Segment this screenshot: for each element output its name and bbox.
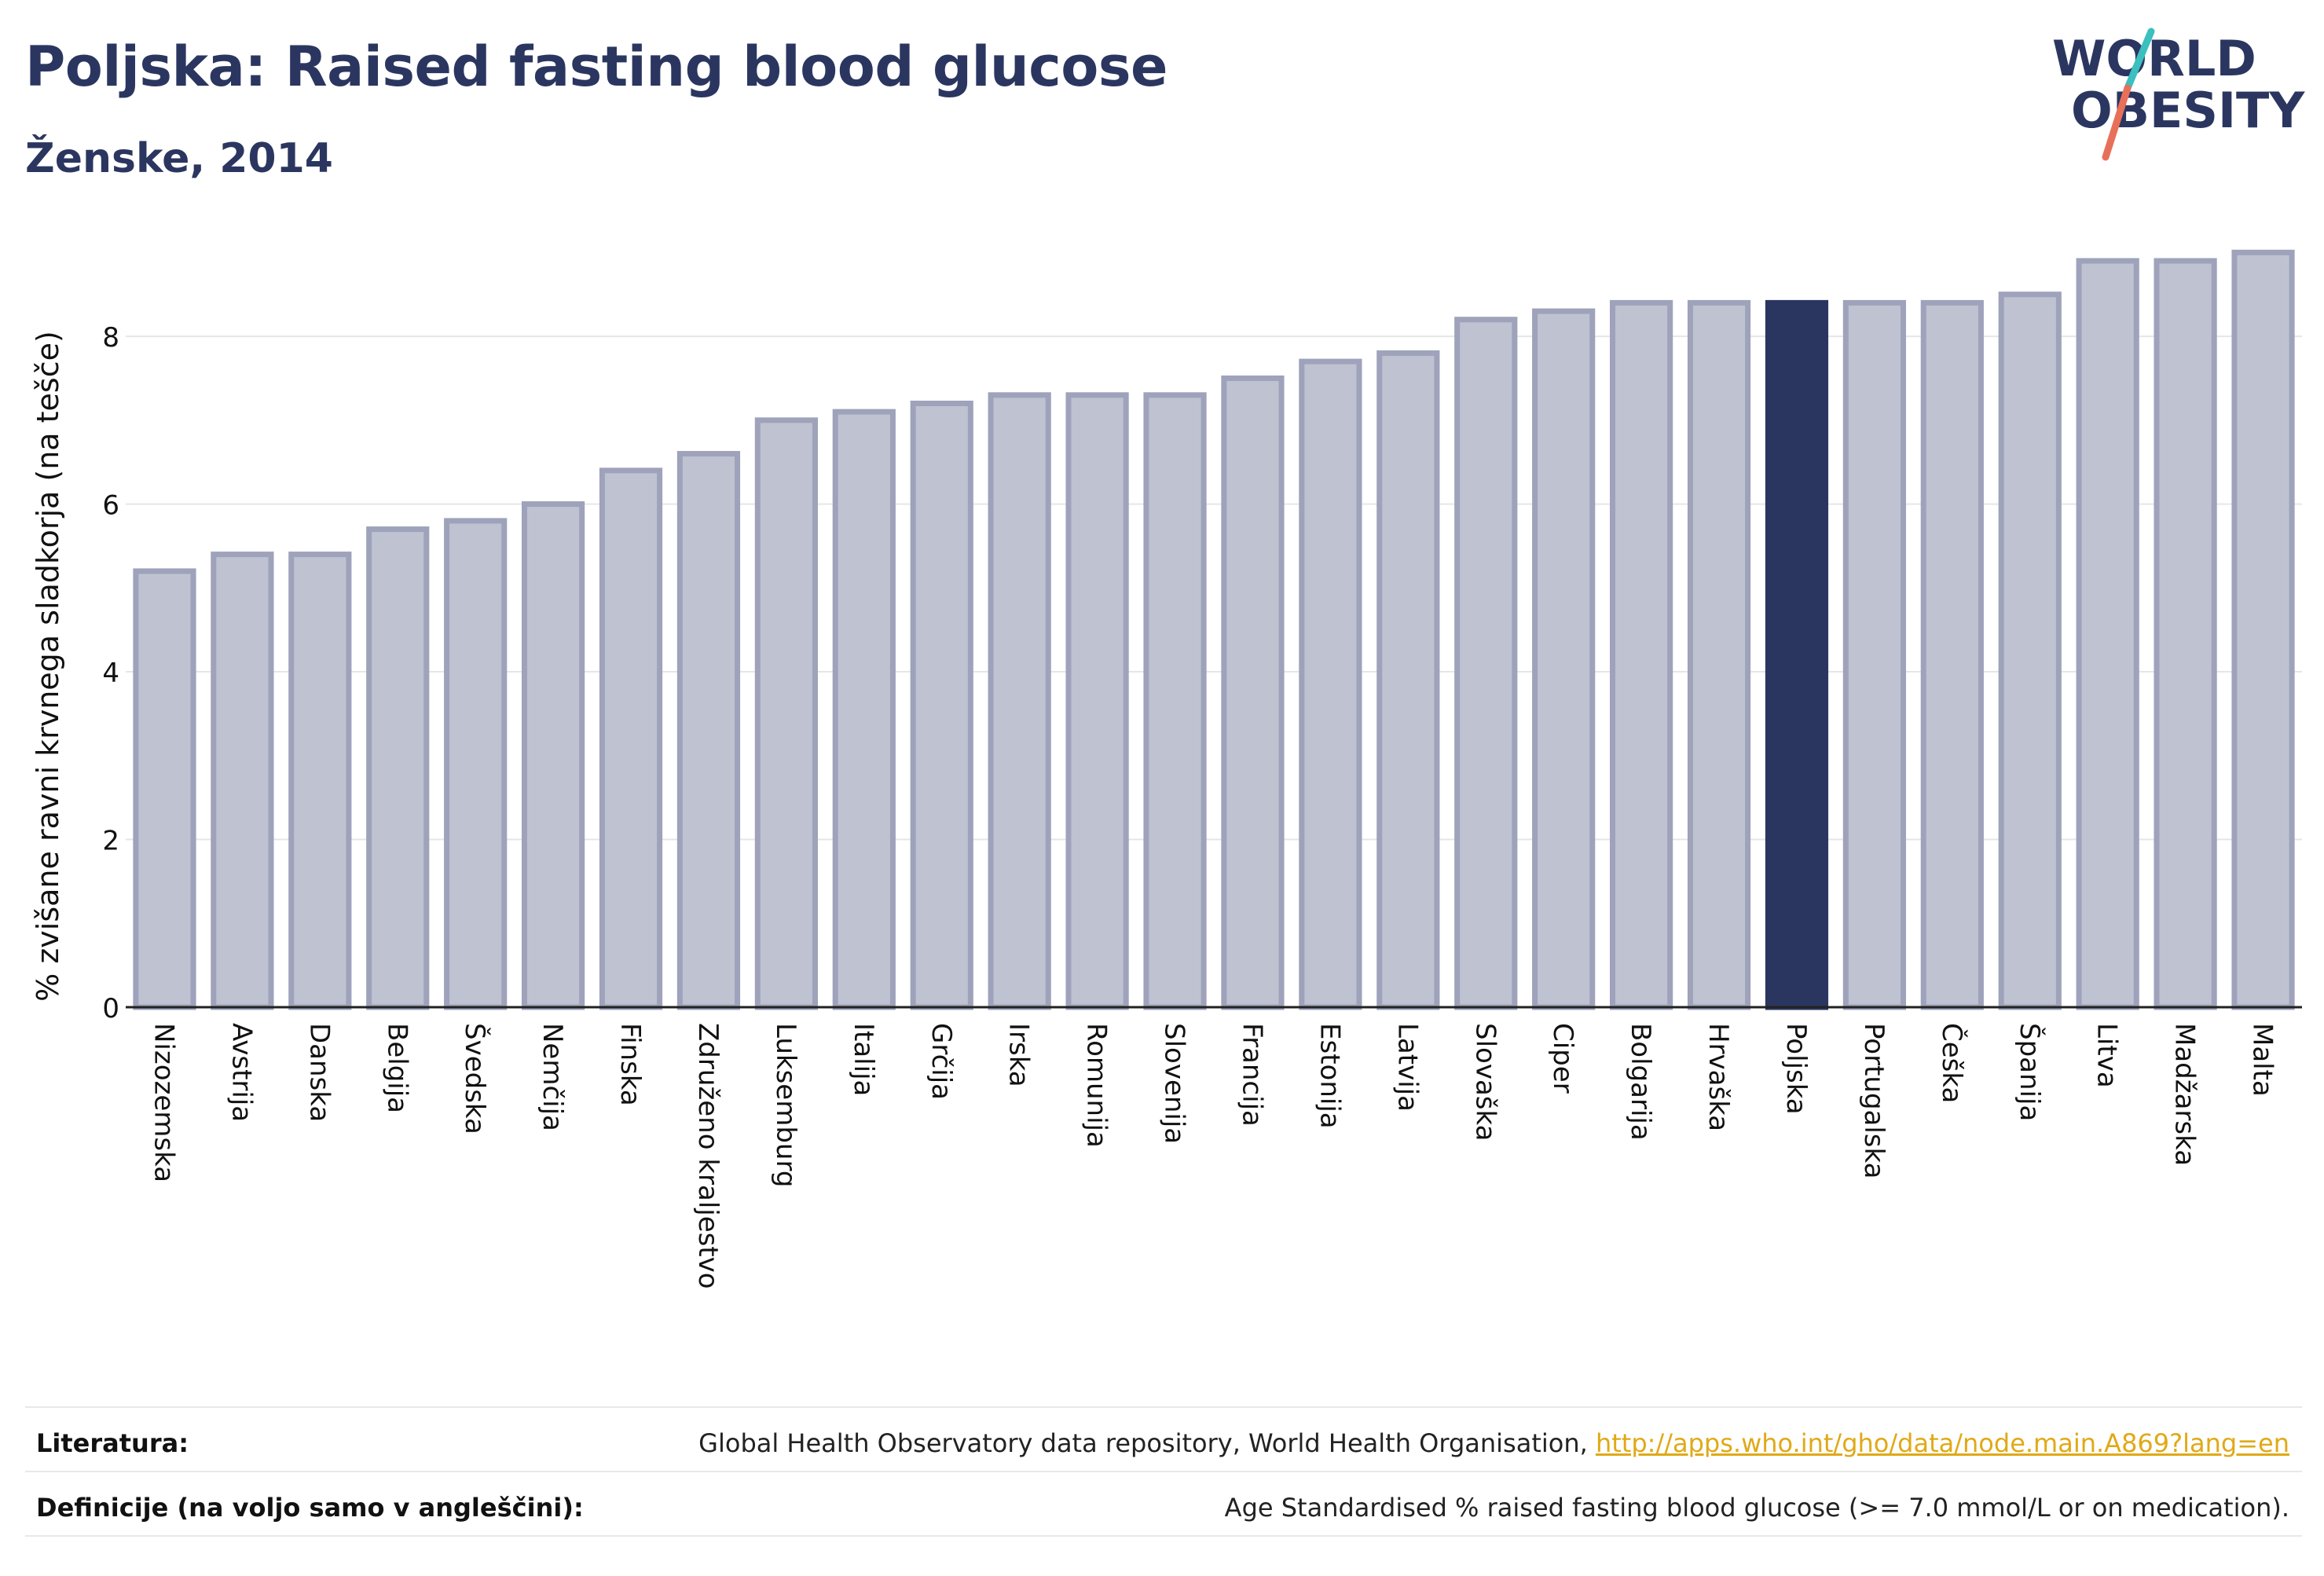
x-tick-label: Nemčija: [537, 1023, 568, 1131]
bar: [1143, 392, 1207, 1010]
y-tick-label: 6: [102, 490, 119, 522]
bar: [1454, 317, 1518, 1010]
bar: [133, 568, 196, 1010]
x-axis-labels: Nizozemska Avstrija Danska Belgija Švedska Ne…: [148, 1023, 2278, 1289]
x-tick-label: Madžarska: [2169, 1023, 2201, 1166]
x-tick-label: Avstrija: [225, 1023, 257, 1122]
bar: [1998, 291, 2062, 1010]
y-axis-ticks: 0 2 4 6 8: [102, 322, 119, 1024]
bar: [1687, 299, 1751, 1010]
x-tick-label: Finska: [614, 1023, 646, 1106]
footer-divider-middle: [25, 1471, 2302, 1472]
x-tick-label: Portugalska: [1858, 1023, 1890, 1178]
bar: [1765, 299, 1829, 1010]
bar: [754, 417, 818, 1010]
world-obesity-logo: WORLD OBESITY: [2052, 27, 2305, 161]
bar: [910, 400, 973, 1010]
x-tick-label: Slovenija: [1159, 1023, 1190, 1144]
x-tick-label: Belgija: [381, 1023, 412, 1113]
x-tick-label: Luksemburg: [770, 1023, 801, 1187]
x-tick-label: Estonija: [1314, 1023, 1345, 1129]
x-tick-label: Danska: [303, 1023, 335, 1122]
bar: [599, 467, 663, 1010]
x-tick-label: Italija: [848, 1023, 879, 1096]
x-tick-label: Ciper: [1547, 1023, 1578, 1094]
bar: [1065, 392, 1129, 1010]
bar: [366, 526, 430, 1010]
bar: [1376, 350, 1440, 1010]
footer-divider-bottom: [25, 1535, 2302, 1537]
bar: [2231, 249, 2295, 1010]
x-tick-label: Združeno kraljestvo: [692, 1023, 724, 1289]
x-tick-label: Nizozemska: [148, 1023, 179, 1182]
x-tick-label: Francija: [1236, 1023, 1267, 1127]
footer-divider-top: [25, 1406, 2302, 1408]
references-value: Global Health Observatory data repositor…: [698, 1428, 2289, 1458]
bar-chart: 0 2 4 6 8 Nizozemska Avstrija Danska Belgija Šve…: [31, 249, 2302, 1289]
bar: [522, 501, 585, 1010]
x-tick-label: Češka: [1936, 1023, 1968, 1103]
logo-slash-coral: [2102, 84, 2132, 161]
logo-line2: OBESITY: [2071, 82, 2305, 139]
y-tick-label: 0: [102, 993, 119, 1024]
x-tick-label: Hrvaška: [1703, 1023, 1734, 1131]
y-tick-label: 4: [102, 658, 119, 689]
x-tick-label: Švedska: [459, 1023, 491, 1134]
x-tick-label: Španija: [2014, 1023, 2046, 1121]
x-tick-label: Litva: [2091, 1023, 2123, 1088]
definitions-text: Age Standardised % raised fasting blood …: [1224, 1493, 2289, 1523]
logo-line1: WORLD: [2052, 30, 2256, 87]
x-tick-label: Poljska: [1780, 1023, 1812, 1115]
bar: [444, 518, 508, 1010]
x-tick-label: Malta: [2247, 1023, 2278, 1097]
bar: [676, 451, 741, 1010]
bar: [1221, 375, 1285, 1010]
x-tick-label: Romunija: [1081, 1023, 1113, 1148]
bar: [832, 409, 896, 1010]
references-text: Global Health Observatory data repositor…: [698, 1428, 1596, 1458]
bars: [133, 249, 2295, 1010]
page-subtitle: Ženske, 2014: [25, 135, 333, 182]
y-tick-label: 2: [102, 826, 119, 857]
y-tick-label: 8: [102, 322, 119, 354]
page-title: Poljska: Raised fasting blood glucose: [25, 35, 1168, 99]
bar: [2154, 258, 2217, 1010]
x-tick-label: Latvija: [1391, 1023, 1423, 1112]
bar: [1920, 299, 1984, 1010]
y-axis-label: % zvišane ravni krvnega sladkorja (na te…: [31, 331, 65, 1002]
x-tick-label: Slovaška: [1469, 1023, 1501, 1141]
bar: [2076, 258, 2139, 1010]
bar: [1299, 358, 1362, 1010]
bar: [988, 392, 1051, 1010]
x-tick-label: Grčija: [926, 1023, 957, 1100]
bar: [1610, 299, 1673, 1010]
x-tick-label: Bolgarija: [1625, 1023, 1656, 1141]
bar: [211, 552, 274, 1010]
definitions-label: Definicije (na voljo samo v angleščini):: [36, 1493, 584, 1523]
x-tick-label: Irska: [1003, 1023, 1035, 1087]
logo-slash-teal: [2124, 27, 2155, 92]
references-label: Literatura:: [36, 1428, 189, 1458]
bar: [288, 552, 352, 1010]
bar: [1532, 308, 1596, 1010]
bar: [1842, 299, 1906, 1010]
references-link[interactable]: http://apps.who.int/gho/data/node.main.A…: [1595, 1428, 2289, 1458]
